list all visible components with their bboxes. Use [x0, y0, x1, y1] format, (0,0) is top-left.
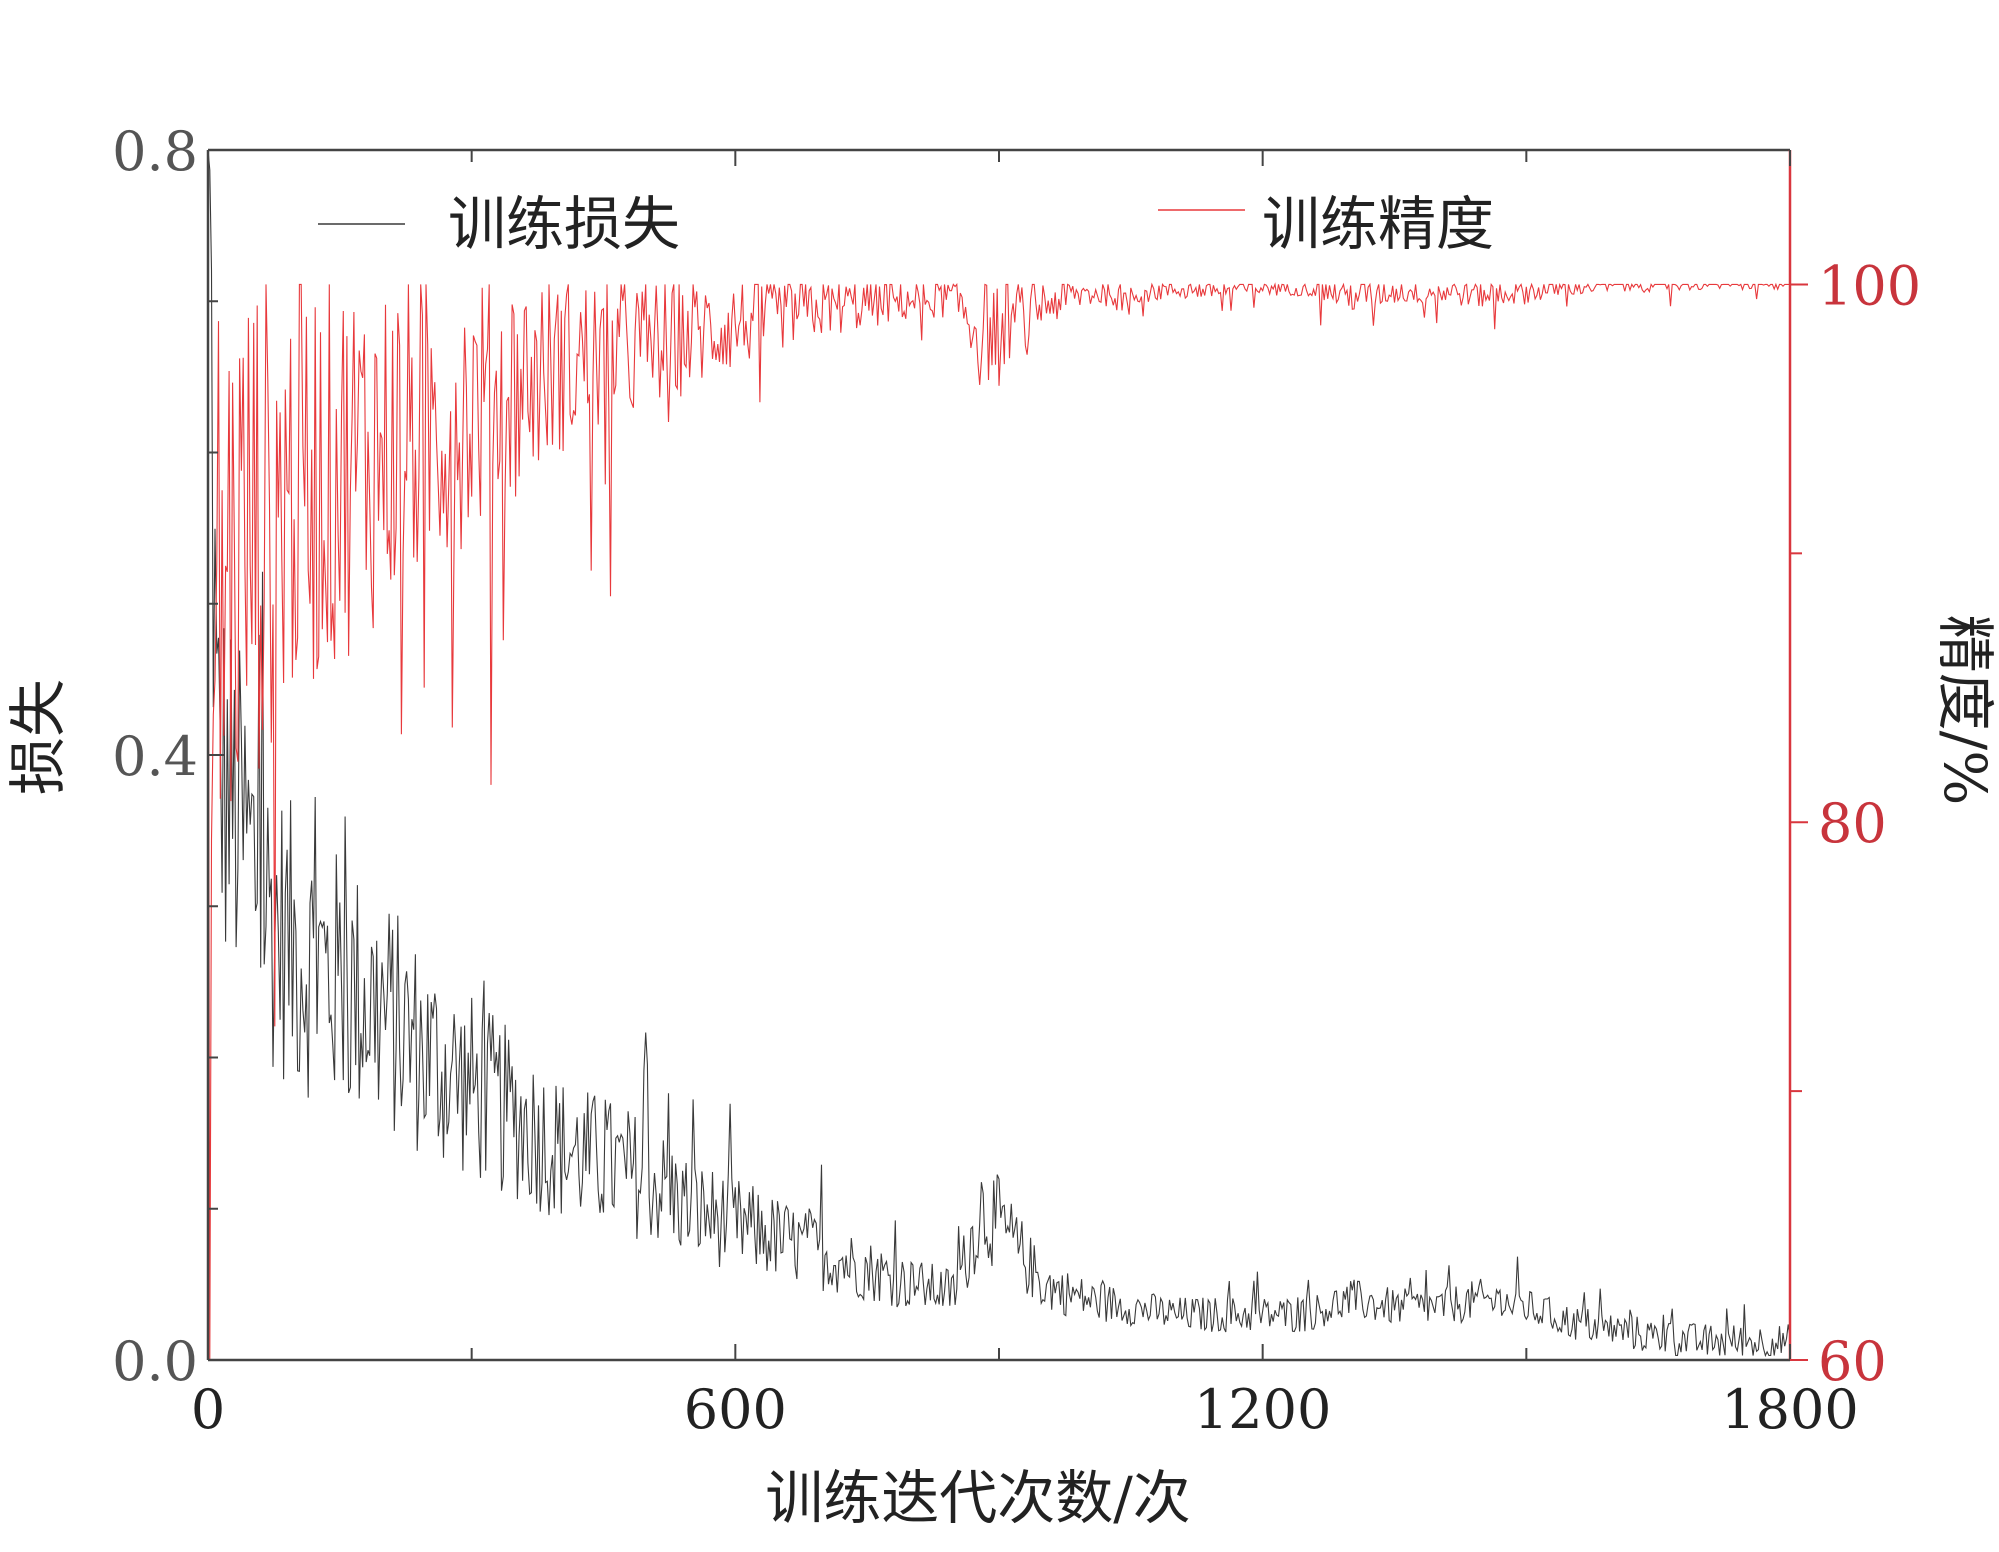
y-right-tick-label: 100	[1818, 254, 1921, 317]
legend: 训练损失 训练精度	[318, 190, 1494, 258]
x-tick-label: 1200	[1194, 1378, 1331, 1441]
tick-labels: 0 600 1200 1800 0.0 0.4 0.8 60 80 100	[112, 120, 1921, 1441]
x-tick-label: 1800	[1721, 1378, 1858, 1441]
y-left-tick-label: 0.4	[112, 725, 198, 788]
legend-loss-label: 训练损失	[448, 190, 680, 258]
x-tick-label: 0	[191, 1378, 225, 1441]
loss-series-line	[207, 149, 1791, 1358]
legend-accuracy-label: 训练精度	[1262, 190, 1494, 258]
y-left-tick-label: 0.0	[112, 1330, 198, 1393]
axes	[206, 148, 1808, 1362]
x-axis-title: 训练迭代次数/次	[765, 1464, 1191, 1532]
y-left-axis-title: 损失	[4, 679, 72, 795]
plot-lines	[207, 149, 1791, 1361]
x-tick-label: 600	[684, 1378, 787, 1441]
y-left-tick-label: 0.8	[112, 120, 198, 183]
y-right-axis-title: 精度/%	[1931, 615, 1999, 806]
y-right-tick-label: 60	[1818, 1330, 1887, 1393]
accuracy-series-line	[207, 282, 1790, 1361]
y-right-tick-label: 80	[1818, 792, 1887, 855]
